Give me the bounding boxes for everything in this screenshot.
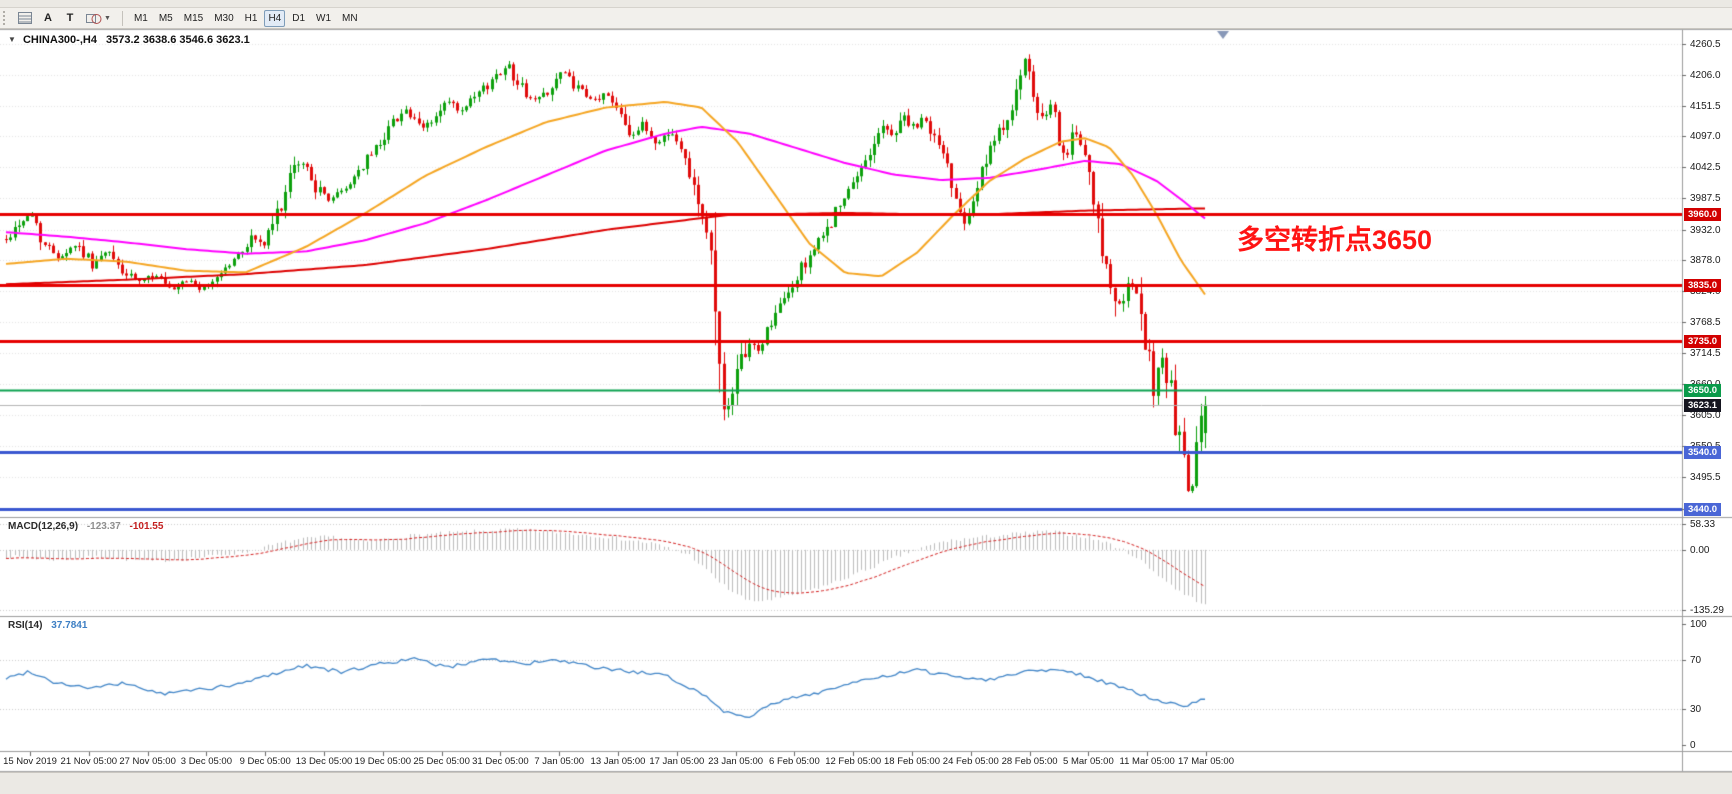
charts-toolbar: A T ▼ M1 M5 M15 M30 H1 H4 D1 W1 MN <box>0 8 1732 29</box>
timeframe-button-w1[interactable]: W1 <box>316 12 332 24</box>
chart-collapse-icon: ▼ <box>8 35 16 44</box>
chevron-down-icon: ▼ <box>104 14 111 22</box>
timeframe-button-m30[interactable]: M30 <box>214 12 234 24</box>
shapes-tool-button[interactable]: ▼ <box>82 10 115 27</box>
status-bar-cutoff <box>0 772 1732 794</box>
rsi-label: RSI(14) <box>8 620 43 631</box>
timeframe-button-d1[interactable]: D1 <box>292 12 306 24</box>
timeframe-button-mn[interactable]: MN <box>342 12 358 24</box>
toolbar-separator <box>121 10 123 26</box>
text-tool-label: A <box>44 12 52 24</box>
timeframe-button-m5[interactable]: M5 <box>158 12 173 24</box>
rsi-indicator-title: RSI(14) 37.7841 <box>8 620 87 631</box>
chart-title: ▼ CHINA300-,H4 3573.2 3638.6 3546.6 3623… <box>8 34 250 46</box>
timeframe-button-h1[interactable]: H1 <box>244 12 258 24</box>
timeframe-button-m15[interactable]: M15 <box>183 12 204 24</box>
textbox-tool-label: T <box>66 12 74 24</box>
chart-ohlc-values: 3573.2 3638.6 3546.6 3623.1 <box>106 34 250 46</box>
toolbar-grip[interactable] <box>3 11 8 25</box>
macd-signal-value: -101.55 <box>129 521 164 532</box>
shapes-icon <box>86 13 102 24</box>
grid-icon <box>18 12 32 24</box>
chart-symbol-period: CHINA300-,H4 <box>22 34 97 46</box>
timeframe-button-group: M1 M5 M15 M30 H1 H4 D1 W1 MN <box>130 9 362 27</box>
main-toolbar-cutoff <box>0 0 1732 8</box>
grid-tool-button[interactable] <box>14 10 36 27</box>
rsi-value: 37.7841 <box>51 620 88 631</box>
macd-label: MACD(12,26,9) <box>8 521 79 532</box>
macd-main-value: -123.37 <box>86 521 121 532</box>
timeframe-button-m1[interactable]: M1 <box>133 12 148 24</box>
text-tool-button[interactable]: A <box>38 10 58 27</box>
macd-indicator-title: MACD(12,26,9) -123.37 -101.55 <box>8 521 163 532</box>
textbox-tool-button[interactable]: T <box>60 10 80 27</box>
timeframe-button-h4[interactable]: H4 <box>264 9 286 27</box>
chart-annotation-text: 多空转折点3650 <box>1237 225 1433 255</box>
